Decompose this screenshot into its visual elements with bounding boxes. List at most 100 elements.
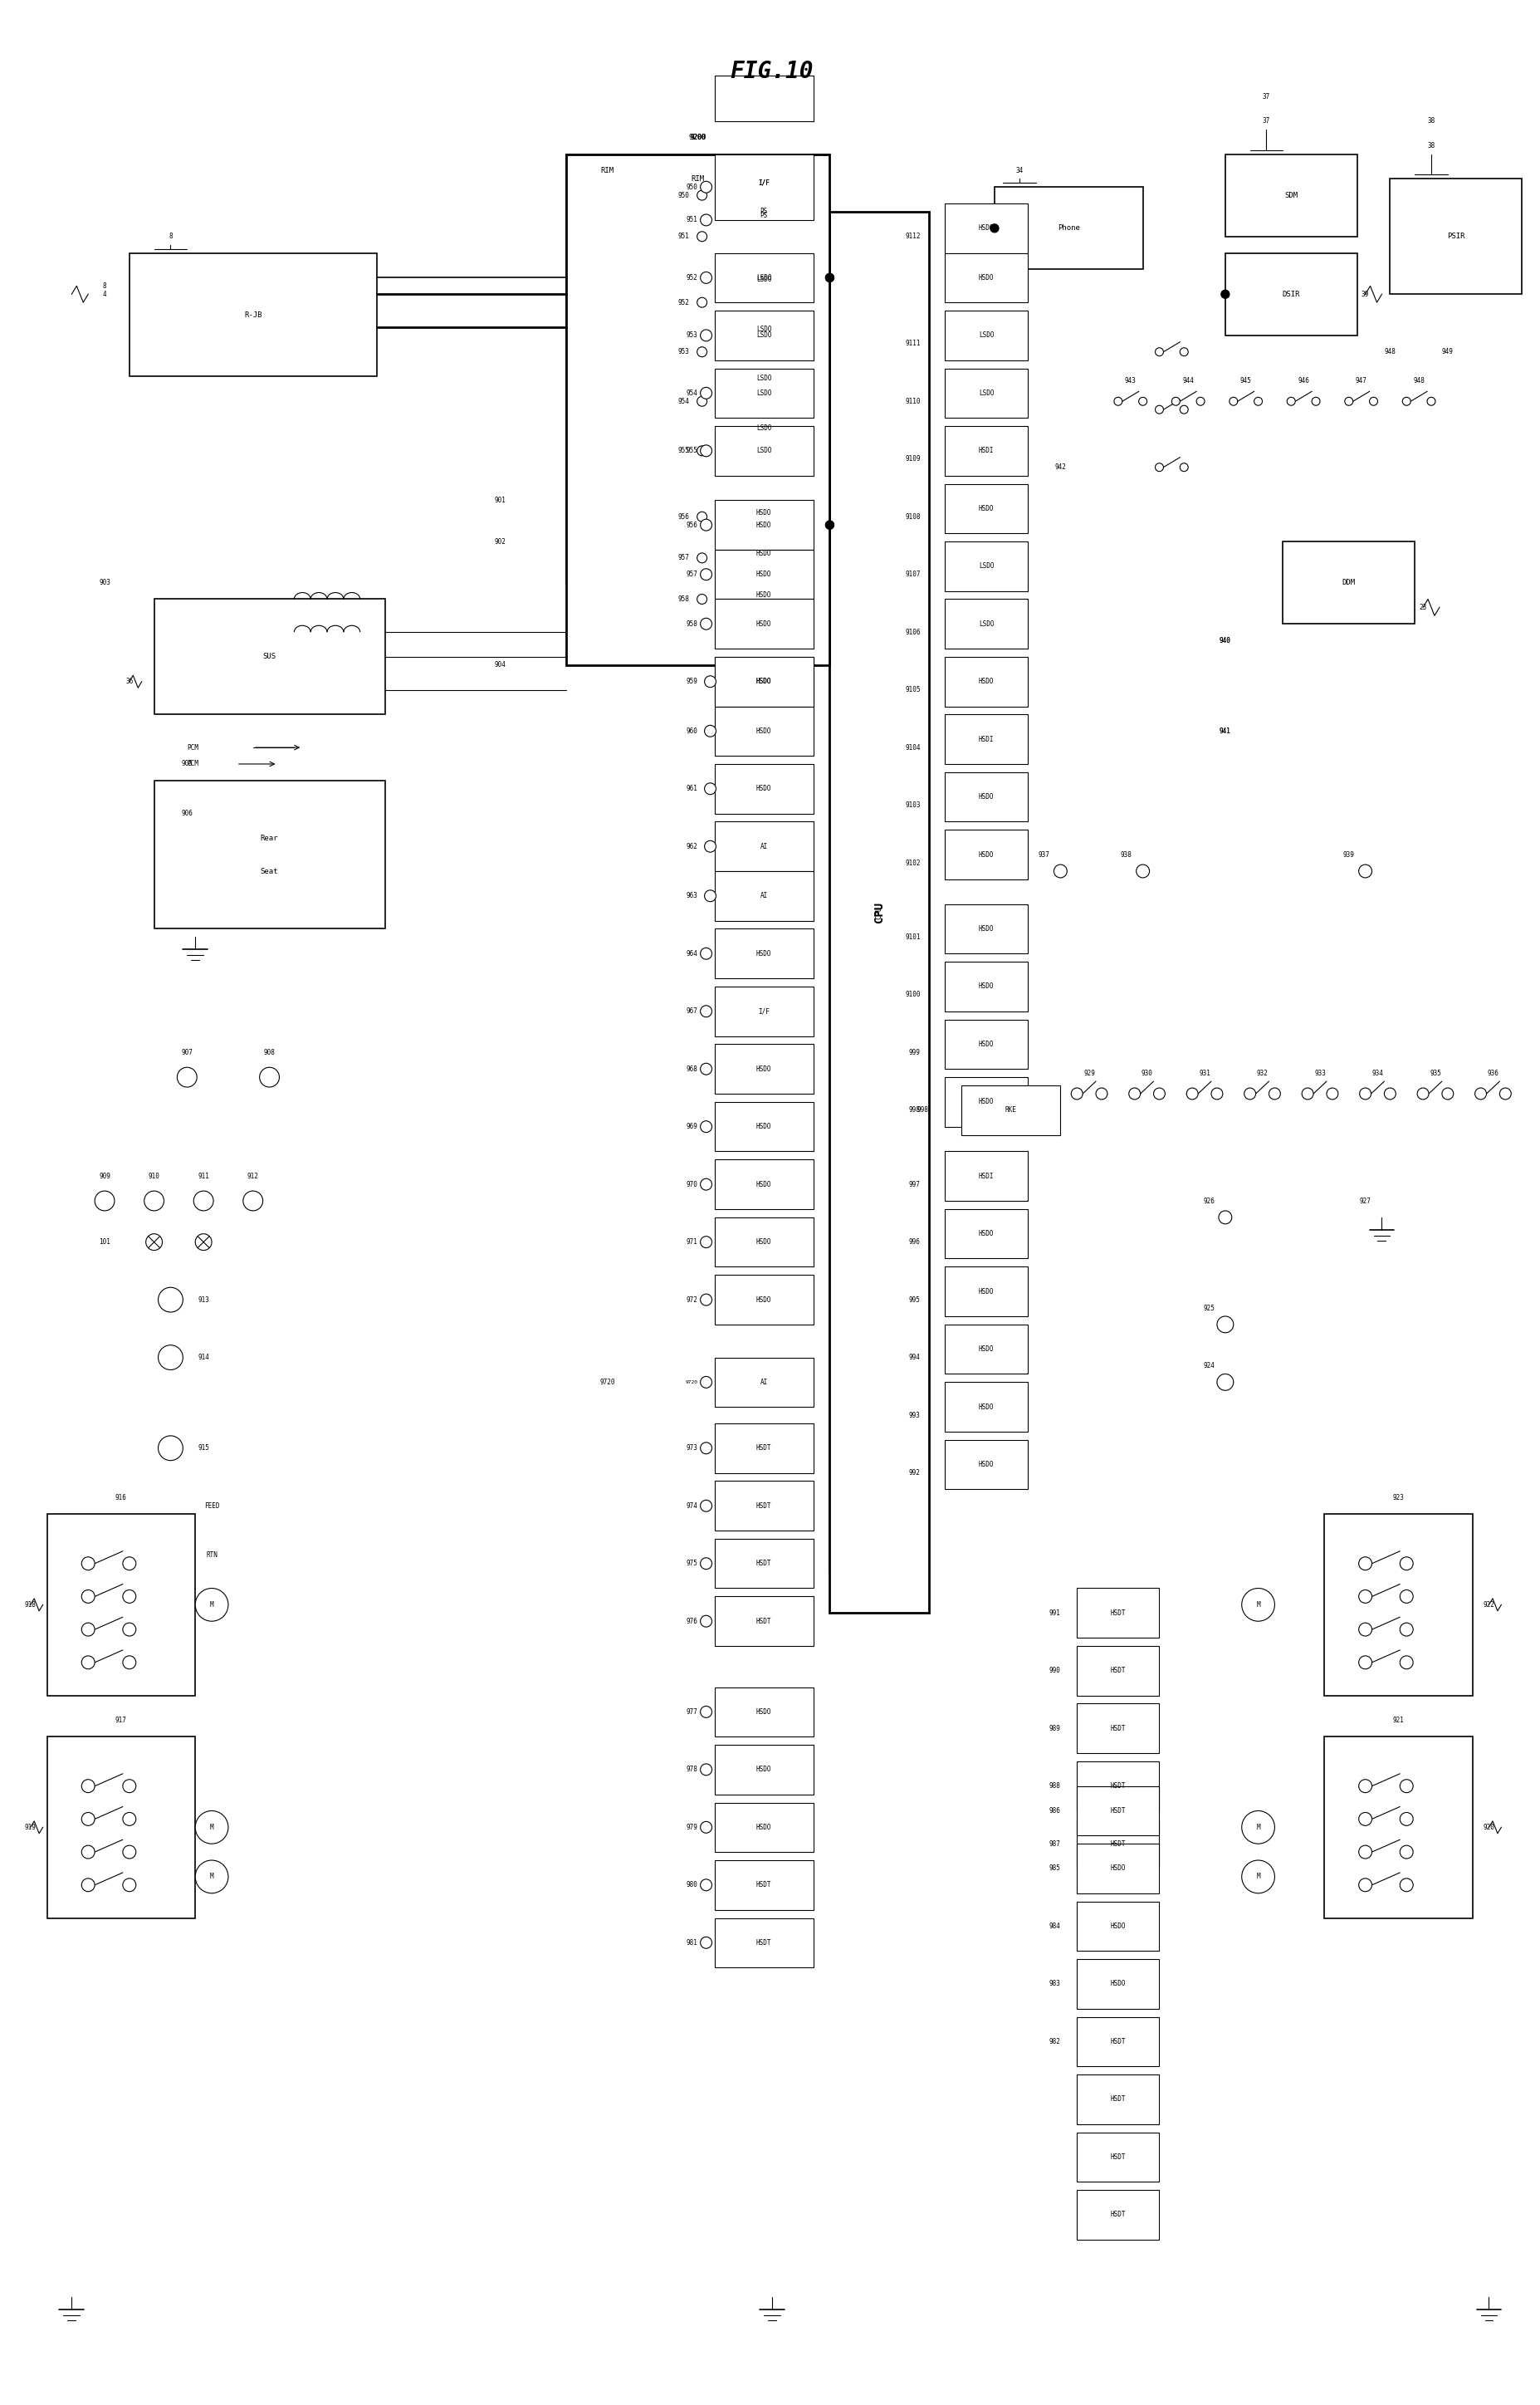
Bar — [1076, 1645, 1158, 1696]
Text: 975: 975 — [685, 1561, 698, 1568]
Text: 948: 948 — [1383, 349, 1395, 356]
Bar — [715, 426, 813, 476]
Bar — [944, 253, 1027, 303]
Text: HSDO: HSDO — [978, 984, 993, 991]
Text: 911: 911 — [197, 1171, 209, 1181]
Circle shape — [704, 784, 716, 794]
Text: LSDO: LSDO — [756, 447, 772, 455]
Bar — [1076, 2133, 1158, 2181]
Text: 951: 951 — [685, 216, 698, 224]
Circle shape — [1221, 291, 1229, 298]
Circle shape — [1383, 1087, 1395, 1099]
Text: HSDT: HSDT — [1110, 1724, 1126, 1732]
Text: HSDO: HSDO — [978, 1041, 993, 1049]
Text: 39: 39 — [1361, 291, 1369, 298]
Circle shape — [123, 1878, 136, 1893]
Circle shape — [82, 1845, 94, 1859]
Text: 961: 961 — [685, 784, 698, 794]
Circle shape — [696, 594, 707, 604]
Text: 982: 982 — [1049, 2037, 1060, 2044]
Circle shape — [123, 1590, 136, 1604]
Text: 908: 908 — [263, 1049, 276, 1056]
Bar — [715, 356, 813, 402]
Text: HSDO: HSDO — [978, 926, 993, 933]
Bar — [715, 305, 813, 351]
Bar — [715, 1688, 813, 1736]
Circle shape — [1358, 1878, 1371, 1893]
Bar — [715, 928, 813, 979]
Bar — [944, 1020, 1027, 1068]
Text: M: M — [1255, 1873, 1260, 1881]
Circle shape — [701, 1501, 711, 1513]
Bar — [715, 1159, 813, 1210]
Circle shape — [1210, 1087, 1223, 1099]
Text: 950: 950 — [678, 192, 690, 200]
Text: 916: 916 — [116, 1494, 126, 1501]
Circle shape — [1186, 1087, 1198, 1099]
Bar — [715, 1859, 813, 1910]
Text: 940: 940 — [1218, 637, 1230, 645]
Bar — [715, 500, 813, 551]
Text: 37: 37 — [1261, 94, 1269, 101]
Text: 9112: 9112 — [904, 233, 919, 241]
Text: HSDO: HSDO — [756, 620, 772, 628]
Text: 937: 937 — [1038, 851, 1049, 859]
Circle shape — [701, 1878, 711, 1890]
Text: 934: 934 — [1371, 1070, 1383, 1077]
Text: HSDO: HSDO — [1110, 1979, 1126, 1987]
Text: HSDO: HSDO — [756, 1765, 772, 1772]
Text: 925: 925 — [1203, 1304, 1214, 1311]
Circle shape — [701, 329, 711, 342]
Circle shape — [1441, 1087, 1452, 1099]
Text: 990: 990 — [1049, 1667, 1060, 1674]
Circle shape — [123, 1845, 136, 1859]
Bar — [715, 310, 813, 361]
Circle shape — [825, 522, 833, 529]
Text: 9105: 9105 — [904, 685, 919, 693]
Bar — [1076, 1787, 1158, 1835]
Text: HSDO: HSDO — [756, 522, 772, 529]
Text: 957: 957 — [678, 553, 690, 563]
Text: 962: 962 — [685, 842, 698, 849]
Text: HSDO: HSDO — [756, 1823, 772, 1830]
Text: CPU: CPU — [873, 902, 884, 924]
Text: 997: 997 — [909, 1181, 919, 1188]
Bar — [715, 551, 813, 599]
Text: 38: 38 — [1426, 118, 1434, 125]
Text: 935: 935 — [1429, 1070, 1440, 1077]
Text: LSDO: LSDO — [756, 332, 772, 339]
Text: 915: 915 — [197, 1445, 209, 1453]
Circle shape — [701, 1236, 711, 1248]
Text: 920: 920 — [1483, 1823, 1494, 1830]
Text: 929: 929 — [1083, 1070, 1095, 1077]
Circle shape — [696, 553, 707, 563]
Circle shape — [194, 1190, 214, 1210]
Circle shape — [696, 512, 707, 522]
Bar — [944, 772, 1027, 823]
Text: LSDO: LSDO — [756, 325, 772, 332]
Bar — [715, 488, 813, 534]
Circle shape — [1217, 1373, 1234, 1390]
Text: I/F: I/F — [758, 1008, 768, 1015]
Text: 36: 36 — [125, 678, 132, 685]
Circle shape — [701, 1376, 711, 1388]
Circle shape — [259, 1068, 279, 1087]
Text: HSDO: HSDO — [978, 274, 993, 281]
Circle shape — [1217, 1316, 1234, 1332]
Bar — [715, 1804, 813, 1852]
Bar — [715, 1917, 813, 1967]
Text: 972: 972 — [685, 1296, 698, 1304]
Text: 998: 998 — [916, 1106, 929, 1114]
Text: 902: 902 — [494, 539, 505, 546]
Bar — [1076, 2191, 1158, 2239]
Circle shape — [123, 1655, 136, 1669]
Bar — [715, 599, 813, 649]
Bar — [944, 599, 1027, 649]
Text: HSDT: HSDT — [756, 1938, 772, 1946]
Text: 943: 943 — [1124, 378, 1135, 385]
Text: 991: 991 — [1049, 1609, 1060, 1616]
Text: HSDO: HSDO — [756, 1065, 772, 1073]
Circle shape — [1400, 1556, 1412, 1570]
Bar — [1076, 1760, 1158, 1811]
Circle shape — [1358, 1556, 1371, 1570]
